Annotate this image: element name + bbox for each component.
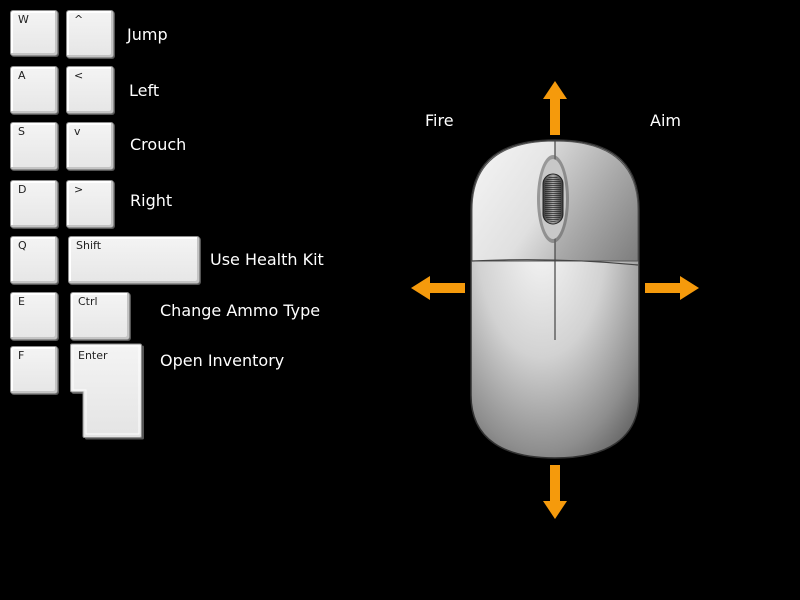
key-w: W	[10, 10, 58, 56]
key-right-arrow: >	[66, 180, 114, 228]
key-f-label: F	[18, 349, 25, 362]
scroll-wheel[interactable]	[537, 155, 569, 243]
key-d: D	[10, 180, 58, 228]
arrow-right-icon	[645, 276, 699, 300]
key-f: F	[10, 346, 58, 394]
key-left-arrow-label: <	[74, 69, 84, 82]
key-d-label: D	[18, 183, 27, 196]
mouse-diagram	[405, 75, 705, 525]
key-down-arrow: v	[66, 122, 114, 170]
action-use-health-kit: Use Health Kit	[210, 250, 324, 269]
key-enter-shape	[70, 343, 144, 440]
key-a-label: A	[18, 69, 26, 82]
key-enter-label: Enter	[78, 349, 108, 362]
action-change-ammo-type: Change Ammo Type	[160, 301, 321, 320]
key-right-arrow-label: >	[74, 183, 84, 196]
arrow-left-icon	[411, 276, 465, 300]
key-ctrl: Ctrl	[70, 292, 130, 340]
action-open-inventory: Open Inventory	[160, 351, 285, 370]
mouse-right-button[interactable]	[554, 140, 639, 262]
key-s: S	[10, 122, 58, 170]
key-up-arrow-label: ^	[74, 13, 84, 26]
mouse-right-button-label: Aim	[650, 111, 681, 130]
arrow-up-icon	[543, 81, 567, 135]
key-shift: Shift	[68, 236, 200, 284]
action-left: Left	[129, 81, 160, 100]
action-crouch: Crouch	[130, 135, 187, 154]
mouse-left-button[interactable]	[471, 140, 556, 262]
key-q: Q	[10, 236, 58, 284]
key-e: E	[10, 292, 58, 340]
key-up-arrow: ^	[66, 10, 114, 58]
key-q-label: Q	[18, 239, 27, 252]
action-right: Right	[130, 191, 173, 210]
key-enter: Enter	[70, 343, 144, 440]
key-a: A	[10, 66, 58, 114]
key-s-label: S	[18, 125, 25, 138]
key-e-label: E	[18, 295, 25, 308]
key-shift-label: Shift	[76, 239, 102, 252]
key-w-label: W	[18, 13, 29, 26]
key-left-arrow: <	[66, 66, 114, 114]
key-down-arrow-label: v	[74, 125, 81, 138]
arrow-down-icon	[543, 465, 567, 519]
mouse-left-button-label: Fire	[425, 111, 454, 130]
action-jump: Jump	[127, 25, 168, 44]
key-ctrl-label: Ctrl	[78, 295, 98, 308]
